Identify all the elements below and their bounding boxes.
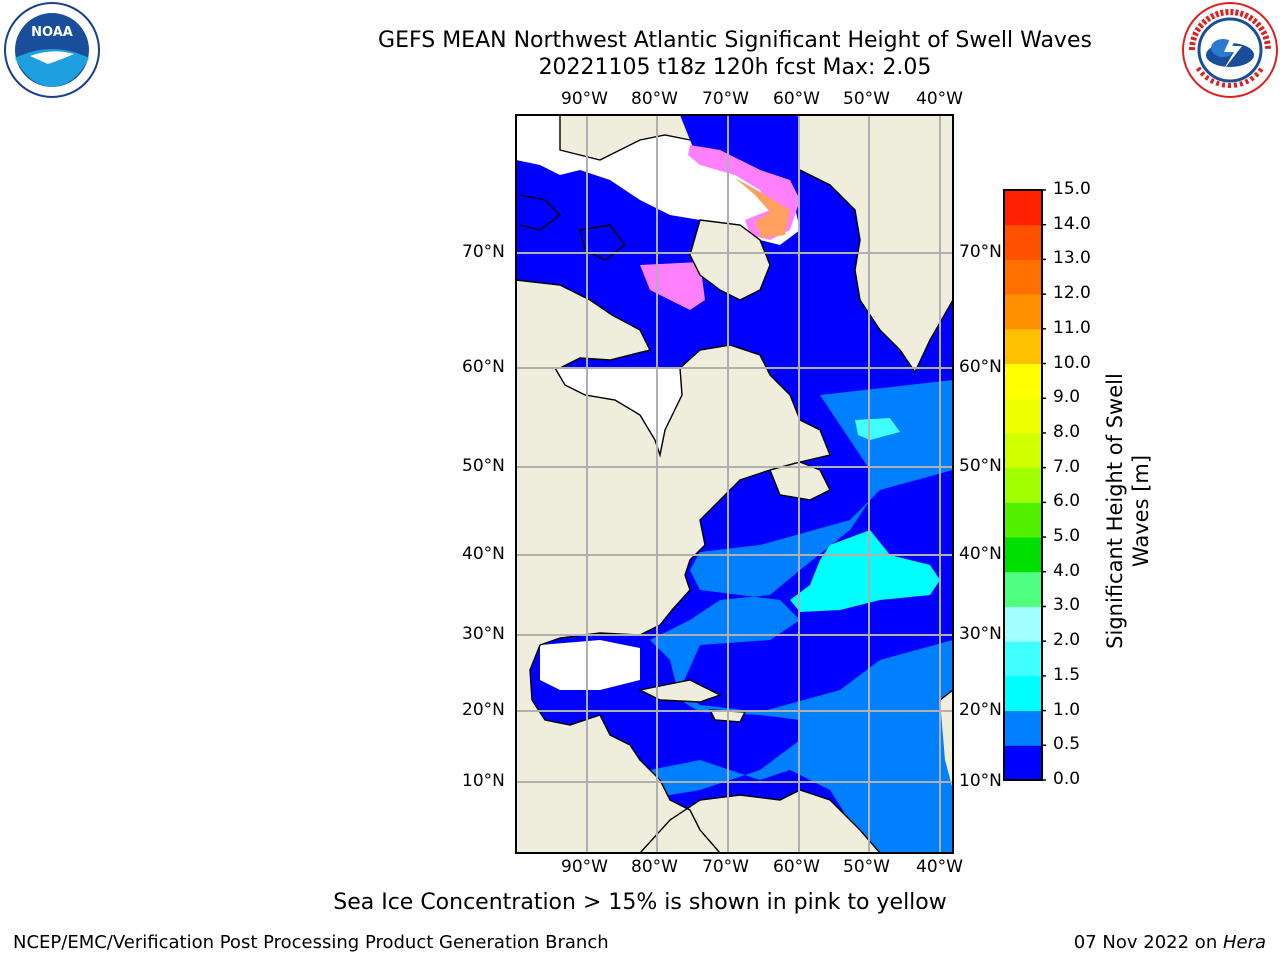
colorbar-swatch — [1004, 398, 1042, 434]
noaa-logo: NOAA — [4, 2, 100, 98]
lon-label: 70°W — [702, 89, 749, 109]
sea-ice-caption: Sea Ice Concentration > 15% is shown in … — [333, 890, 947, 915]
lat-label: 50°N — [959, 456, 1002, 476]
lat-label: 50°N — [462, 456, 505, 476]
lat-label: 60°N — [959, 357, 1002, 377]
colorbar-swatch — [1004, 294, 1042, 330]
lat-label: 40°N — [462, 544, 505, 564]
lat-label: 20°N — [959, 700, 1002, 720]
colorbar-tick-label: 1.5 — [1053, 664, 1081, 685]
lon-label: 50°W — [843, 89, 890, 109]
colorbar-tick-label: 2.0 — [1053, 630, 1081, 651]
colorbar-tick-label: 10.0 — [1053, 352, 1091, 373]
footer-date: 07 Nov 2022 on Hera — [1074, 932, 1266, 953]
lon-label: 60°W — [773, 857, 820, 877]
svg-text:NOAA: NOAA — [31, 25, 73, 40]
lon-label: 70°W — [702, 857, 749, 877]
graticule — [516, 115, 953, 853]
lat-label: 30°N — [959, 624, 1002, 644]
colorbar-tick-label: 15.0 — [1053, 179, 1091, 199]
colorbar-swatch — [1004, 537, 1042, 573]
map-subtitle: 20221105 t18z 120h fcst Max: 2.05 — [538, 55, 932, 80]
lat-label: 70°N — [959, 242, 1002, 262]
land-north-america — [516, 280, 830, 853]
colorbar-tick-label: 1.0 — [1053, 699, 1081, 720]
colorbar-tick-label: 0.0 — [1053, 769, 1081, 789]
colorbar-tick-label: 3.0 — [1053, 595, 1081, 616]
land-greenland — [800, 115, 953, 372]
footer-credit: NCEP/EMC/Verification Post Processing Pr… — [13, 932, 609, 953]
colorbar-tick-label: 7.0 — [1053, 456, 1081, 477]
footer-date-text: 07 Nov 2022 on — [1073, 932, 1223, 953]
land-south-america — [640, 790, 880, 853]
colorbar-tick-label: 4.0 — [1053, 560, 1081, 581]
colorbar-swatch — [1004, 328, 1042, 365]
nws-logo — [1182, 2, 1278, 98]
land-baffin-island — [690, 220, 770, 300]
colorbar-tick-label: 11.0 — [1053, 317, 1091, 338]
colorbar — [1003, 189, 1046, 781]
lat-label: 40°N — [959, 544, 1002, 564]
colorbar-tick-label: 13.0 — [1053, 248, 1091, 269]
colorbar-swatch — [1004, 224, 1042, 260]
colorbar-swatch — [1004, 745, 1042, 781]
colorbar-tick-label: 9.0 — [1053, 387, 1081, 408]
footer-host: Hera — [1222, 932, 1266, 953]
colorbar-swatch — [1004, 606, 1042, 642]
lat-label: 20°N — [462, 700, 505, 720]
lat-label: 10°N — [959, 771, 1002, 791]
coastlines — [516, 115, 953, 853]
colorbar-swatch — [1004, 259, 1042, 295]
lon-label: 50°W — [843, 857, 890, 877]
map-title: GEFS MEAN Northwest Atlantic Significant… — [378, 28, 1092, 53]
colorbar-frame — [1003, 189, 1043, 781]
lon-label: 60°W — [773, 89, 820, 109]
colorbar-tick-label: 14.0 — [1053, 213, 1091, 234]
lon-label: 80°W — [631, 89, 678, 109]
swell-zone-mid — [516, 380, 953, 853]
gulf-white — [540, 640, 640, 690]
lon-label: 80°W — [631, 857, 678, 877]
lon-label: 90°W — [561, 857, 608, 877]
colorbar-swatch — [1004, 675, 1042, 712]
map-frame — [515, 114, 954, 854]
lon-label: 40°W — [916, 89, 963, 109]
colorbar-tick-label: 5.0 — [1053, 526, 1081, 547]
lat-label: 10°N — [462, 771, 505, 791]
lon-label: 90°W — [561, 89, 608, 109]
lat-label: 30°N — [462, 624, 505, 644]
lat-label: 60°N — [462, 357, 505, 377]
colorbar-tick-label: 8.0 — [1053, 421, 1081, 442]
colorbar-swatch — [1004, 190, 1042, 226]
colorbar-swatch — [1004, 467, 1042, 503]
colorbar-swatch — [1004, 710, 1042, 746]
colorbar-swatch — [1004, 502, 1042, 538]
colorbar-swatch — [1004, 571, 1042, 607]
land-africa — [940, 690, 953, 790]
colorbar-tick-label: 0.5 — [1053, 734, 1081, 755]
swell-zone-high-2 — [855, 418, 900, 440]
colorbar-swatch — [1004, 641, 1042, 677]
colorbar-tick-label: 12.0 — [1053, 283, 1091, 304]
swell-zone-high — [790, 530, 940, 612]
colorbar-swatch — [1004, 432, 1042, 469]
colorbar-label: Significant Height of Swell Waves [m] — [1103, 373, 1153, 649]
colorbar-swatch — [1004, 363, 1042, 399]
colorbar-tick-label: 6.0 — [1053, 491, 1081, 512]
sea-ice-orange — [735, 178, 790, 238]
lon-label: 40°W — [916, 857, 963, 877]
lat-label: 70°N — [462, 242, 505, 262]
